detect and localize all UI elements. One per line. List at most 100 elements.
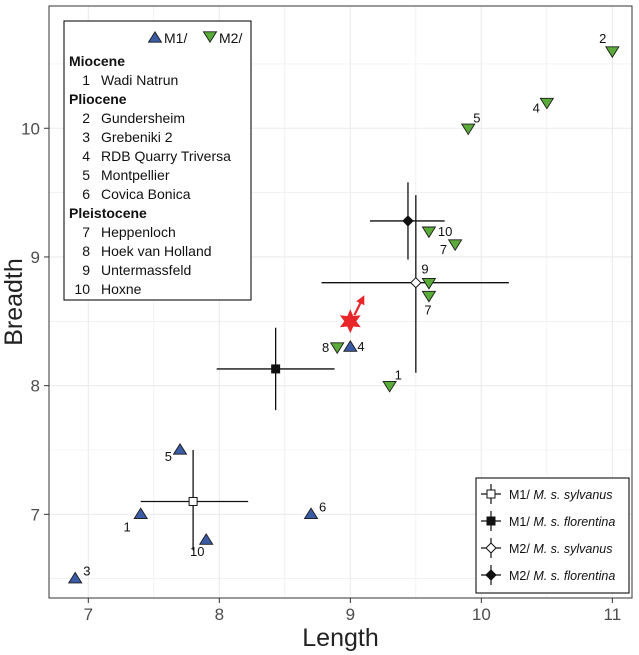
mean-legend-box [475, 477, 630, 594]
point-label: 4 [533, 101, 540, 116]
point-label: 1 [123, 519, 130, 534]
m2-point [447, 239, 463, 252]
legend-site-number: 10 [74, 281, 90, 297]
m2-point [382, 380, 397, 393]
mean-legend-prefix: M2/ [509, 542, 533, 556]
m1-point [303, 507, 319, 520]
point-label: 1 [395, 368, 402, 383]
legend-site-name: Hoek van Holland [101, 243, 212, 259]
m1-point [198, 533, 214, 545]
mean-legend-taxon: M. s. florentina [533, 515, 615, 529]
legend-site-name: Covica Bonica [101, 186, 191, 202]
site-legend-box [63, 20, 252, 301]
legend-site-number: 8 [82, 243, 90, 259]
grid [49, 6, 632, 598]
point-label: 3 [83, 564, 90, 579]
legend-site-number: 1 [82, 72, 90, 88]
mean-markers [188, 215, 422, 506]
legend-m2-label: M2/ [219, 30, 242, 46]
point-label: 8 [322, 340, 329, 355]
point-label: 7 [440, 242, 447, 257]
mean-marker [402, 215, 414, 227]
legend-site-name: Untermassfeld [101, 262, 191, 278]
m2-point [460, 123, 476, 136]
y-tick-label: 7 [31, 505, 40, 524]
x-axis-ticks: 7 8 9 10 11 [84, 598, 622, 624]
specimen-star-icon [339, 309, 361, 334]
point-label: 7 [424, 303, 431, 318]
legend-site-name: Gundersheim [101, 110, 185, 126]
mean-legend-prefix: M1/ [509, 515, 533, 529]
site-legend: M1/M2/Miocene 1 Wadi Natrun Pliocene 2 Gunder… [63, 20, 252, 301]
m2-point [329, 342, 345, 355]
point-label: 5 [473, 110, 480, 125]
point-label: 9 [421, 262, 428, 277]
point-label: 2 [599, 31, 606, 46]
y-tick-label: 10 [21, 119, 40, 138]
legend-site-name: Hoxne [101, 281, 142, 297]
legend-site-number: 2 [82, 110, 90, 126]
legend-site-name: Montpellier [101, 167, 170, 183]
point-label: 4 [357, 339, 364, 354]
legend-site-name: RDB Quarry Triversa [101, 148, 231, 164]
mean-marker [188, 496, 198, 506]
mean-legend-taxon: M. s. florentina [533, 569, 615, 583]
point-label: 10 [190, 544, 204, 559]
y-axis-ticks: 7 8 9 10 [21, 119, 49, 524]
x-tick-label: 10 [472, 605, 491, 624]
mean-legend-taxon: M. s. sylvanus [533, 488, 612, 502]
specimen-marker [339, 295, 365, 334]
mean-legend-prefix: M1/ [509, 488, 533, 502]
legend-site-number: 3 [82, 129, 90, 145]
y-axis-title: Breadth [0, 258, 28, 346]
mean-legend-label: M1/ M. s. florentina [509, 515, 615, 529]
legend-mean-icon [486, 489, 496, 499]
m1-point [133, 507, 149, 520]
x-tick-label: 8 [215, 605, 224, 624]
m2-point [421, 290, 437, 303]
legend-site-name: Grebeniki 2 [101, 129, 173, 145]
m1-point [343, 340, 358, 352]
m1-point [67, 571, 83, 584]
legend-site-name: Heppenloch [101, 224, 176, 240]
legend-group-heading: Pliocene [69, 91, 127, 107]
x-axis-title: Length [302, 624, 378, 652]
legend-mean-icon [486, 516, 496, 526]
x-tick-label: 7 [84, 605, 93, 624]
y-tick-label: 9 [31, 248, 40, 267]
legend-m1-label: M1/ [164, 30, 187, 46]
legend-mean-icon [485, 569, 497, 581]
mean-marker [410, 276, 422, 289]
legend-m2-icon [202, 31, 218, 44]
legend-site-number: 7 [82, 224, 90, 240]
m2-point [421, 278, 437, 290]
mean-legend-label: M1/ M. s. sylvanus [509, 488, 613, 502]
legend-mean-icon [485, 542, 497, 554]
mean-legend-taxon: M. s. sylvanus [533, 542, 612, 556]
legend-site-number: 5 [82, 167, 90, 183]
x-tick-label: 11 [604, 605, 622, 624]
legend-m1-icon [147, 30, 163, 43]
legend-site-number: 9 [82, 262, 90, 278]
mean-marker [271, 364, 281, 374]
legend-site-number: 4 [82, 148, 90, 164]
legend-group-heading: Pleistocene [69, 205, 147, 221]
mean-legend-label: M2/ M. s. sylvanus [509, 542, 613, 556]
point-label: 5 [165, 449, 172, 464]
mean-legend-label: M2/ M. s. florentina [509, 569, 615, 583]
m1-point [172, 442, 188, 455]
m2-point [421, 226, 437, 239]
mean-legend-prefix: M2/ [509, 569, 533, 583]
legend-site-number: 6 [82, 186, 90, 202]
m2-point [539, 97, 555, 110]
point-label: 10 [438, 224, 452, 239]
point-label: 6 [319, 499, 326, 514]
x-tick-label: 9 [346, 605, 355, 624]
m2-point [605, 46, 620, 59]
plot-panel-border [48, 5, 633, 599]
legend-site-name: Wadi Natrun [101, 72, 178, 88]
legend-group-heading: Miocene [69, 53, 125, 69]
